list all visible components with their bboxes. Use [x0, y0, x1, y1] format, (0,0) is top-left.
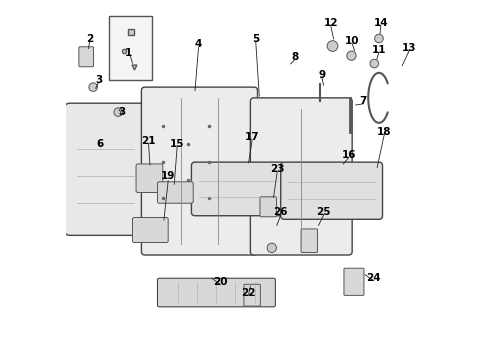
FancyBboxPatch shape	[281, 162, 383, 219]
FancyBboxPatch shape	[157, 278, 275, 307]
Text: 2: 2	[86, 34, 93, 44]
Circle shape	[114, 108, 122, 116]
FancyBboxPatch shape	[79, 47, 94, 67]
Circle shape	[347, 51, 356, 60]
FancyBboxPatch shape	[142, 87, 258, 255]
Text: 6: 6	[97, 139, 104, 149]
Text: 22: 22	[241, 288, 256, 297]
Text: 17: 17	[245, 132, 260, 142]
Text: 11: 11	[372, 45, 386, 55]
Text: 16: 16	[342, 150, 356, 160]
Text: 18: 18	[377, 127, 392, 137]
Bar	[109, 16, 152, 80]
Text: 9: 9	[318, 69, 325, 80]
FancyBboxPatch shape	[65, 103, 147, 235]
Text: 13: 13	[402, 43, 416, 53]
Text: 20: 20	[213, 277, 227, 287]
Text: 8: 8	[292, 52, 298, 62]
Text: 23: 23	[270, 164, 284, 174]
Circle shape	[89, 83, 98, 91]
FancyBboxPatch shape	[132, 217, 168, 243]
Text: 3: 3	[95, 75, 102, 85]
FancyBboxPatch shape	[192, 162, 284, 216]
Circle shape	[327, 41, 338, 51]
FancyBboxPatch shape	[260, 197, 276, 217]
Text: 19: 19	[161, 171, 175, 181]
FancyBboxPatch shape	[136, 164, 163, 193]
Circle shape	[267, 243, 276, 252]
Text: 24: 24	[367, 273, 381, 283]
Circle shape	[370, 59, 379, 68]
Circle shape	[375, 34, 383, 43]
Text: 3: 3	[118, 107, 125, 117]
Text: 21: 21	[141, 136, 156, 146]
Text: 1: 1	[125, 48, 132, 58]
Text: 10: 10	[345, 36, 360, 46]
Text: 5: 5	[252, 34, 259, 44]
Text: 14: 14	[373, 18, 388, 28]
FancyBboxPatch shape	[301, 229, 318, 252]
Text: 7: 7	[359, 96, 367, 107]
Text: 25: 25	[317, 207, 331, 217]
FancyBboxPatch shape	[157, 182, 193, 203]
Text: 12: 12	[323, 18, 338, 28]
Text: 4: 4	[195, 39, 202, 49]
Text: 26: 26	[273, 207, 288, 217]
FancyBboxPatch shape	[244, 284, 260, 306]
FancyBboxPatch shape	[250, 98, 352, 255]
Text: 15: 15	[170, 139, 184, 149]
FancyBboxPatch shape	[344, 268, 364, 296]
